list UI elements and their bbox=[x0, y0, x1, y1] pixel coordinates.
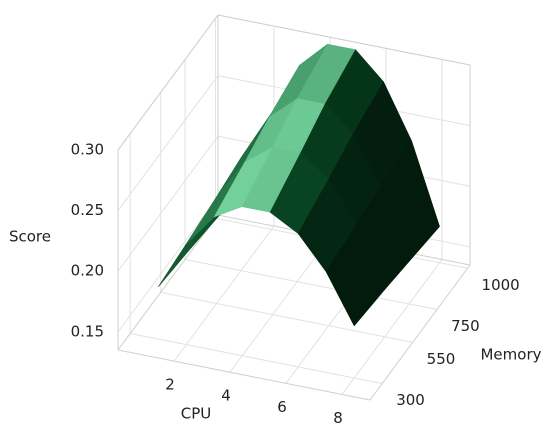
z-tick-label: 0.25 bbox=[71, 201, 104, 219]
grid-line bbox=[341, 259, 443, 395]
grid-line bbox=[130, 333, 383, 385]
axis-edge bbox=[117, 349, 371, 401]
z-tick-label: 0.20 bbox=[71, 262, 104, 280]
z-tick-label: 0.30 bbox=[71, 141, 104, 159]
surface bbox=[157, 43, 440, 327]
x-tick-label: 4 bbox=[221, 387, 231, 405]
labels: Score CPU Memory 0.15 0.20 0.25 0.30 2 4 6 8 300… bbox=[9, 141, 542, 427]
axis-edge bbox=[217, 14, 471, 66]
axis-edge bbox=[117, 14, 219, 151]
z-tick-label: 0.15 bbox=[71, 322, 104, 340]
y-tick-label: 1000 bbox=[482, 276, 520, 294]
x-tick-label: 8 bbox=[333, 409, 343, 427]
x-tick-label: 6 bbox=[277, 398, 287, 416]
grid-line bbox=[173, 225, 275, 362]
grid-line bbox=[117, 75, 219, 211]
grid-line bbox=[117, 196, 219, 333]
grid-line bbox=[184, 258, 438, 310]
grid-line bbox=[229, 236, 331, 373]
surface-patch bbox=[325, 223, 386, 327]
grid-line bbox=[160, 291, 413, 343]
y-tick-label: 750 bbox=[451, 317, 480, 335]
y-tick-label: 300 bbox=[396, 391, 425, 409]
axis-edge bbox=[117, 214, 219, 351]
z-axis-title: Score bbox=[9, 228, 51, 246]
y-tick-label: 550 bbox=[427, 350, 456, 368]
x-axis-title: CPU bbox=[181, 405, 212, 423]
axis-edge bbox=[369, 264, 471, 401]
y-axis-title: Memory bbox=[480, 346, 541, 364]
grid-line bbox=[117, 135, 219, 272]
x-tick-label: 2 bbox=[165, 376, 175, 394]
